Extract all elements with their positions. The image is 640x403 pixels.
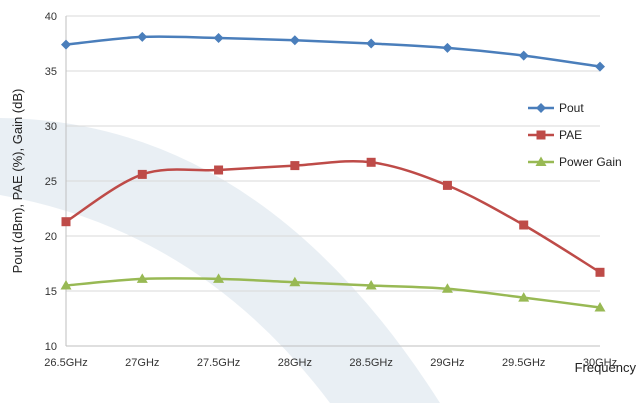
x-tick-label: 29GHz [430,357,464,369]
data-point-pae [290,161,300,171]
data-point-pae [366,157,376,167]
x-tick-label: 28.5GHz [349,357,392,369]
series-pae [61,157,605,277]
data-point-power-gain [136,273,148,283]
legend-label-pout: Pout [559,101,584,115]
data-point-pout [213,33,224,43]
data-point-power-gain [441,283,453,293]
x-tick-label: 27GHz [125,357,159,369]
x-tick-label: 29.5GHz [502,357,545,369]
series-power-gain [60,273,606,312]
data-point-power-gain [289,276,301,287]
x-tick-label: 28GHz [278,357,312,369]
y-tick-label: 15 [45,286,57,298]
legend-item-power-gain: Power Gain [528,155,622,169]
data-point-power-gain [365,280,377,290]
x-tick-label: 27.5GHz [197,357,240,369]
y-tick-label: 25 [45,176,57,188]
y-tick-label: 10 [45,341,57,353]
data-point-pae [519,220,529,230]
legend-marker-pout [536,103,546,113]
legend-item-pae: PAE [528,128,582,142]
data-point-pout [61,39,71,50]
legend-marker-power-gain [535,156,547,166]
x-tick-label: 30GHz [583,357,617,369]
legend-label-power-gain: Power Gain [559,155,622,169]
gridlines [66,15,600,292]
legend-label-pae: PAE [559,128,582,142]
y-tick-label: 35 [45,66,57,78]
data-point-pae [214,165,224,175]
data-point-pout [137,31,148,42]
data-point-pae [442,180,452,190]
data-point-power-gain [213,273,225,283]
data-point-pout [289,35,300,46]
x-axis-title: Frequency [575,360,637,375]
legend-marker-pae [536,130,546,140]
y-axis-title: Pout (dBm), PAE (%), Gain (dB) [10,89,25,274]
background-watermark-arc [0,118,440,403]
data-point-pae [137,169,147,179]
data-point-power-gain [518,292,530,302]
y-tick-label: 30 [45,121,57,133]
data-point-pae [595,267,605,277]
data-point-pout [366,38,377,49]
y-tick-labels: 10 15 20 25 30 35 40 [45,11,57,353]
legend-item-pout: Pout [528,101,584,115]
x-tick-labels: 26.5GHz 27GHz 27.5GHz 28GHz 28.5GHz 29GHz 29.5… [44,357,617,369]
data-point-power-gain [60,280,72,290]
y-tick-label: 40 [45,11,57,23]
data-point-pout [518,50,529,61]
y-tick-label: 20 [45,231,57,243]
series-pout [61,31,605,72]
data-point-pae [61,217,71,227]
series-group [60,31,606,312]
series-line-power-gain [65,277,601,309]
data-point-pout [595,61,605,72]
data-point-pout [442,42,453,53]
axes [65,16,600,347]
legend: Pout PAE Power Gain [528,101,622,169]
x-tick-label: 26.5GHz [44,357,87,369]
data-point-power-gain [594,302,606,312]
series-line-pout [65,35,601,68]
